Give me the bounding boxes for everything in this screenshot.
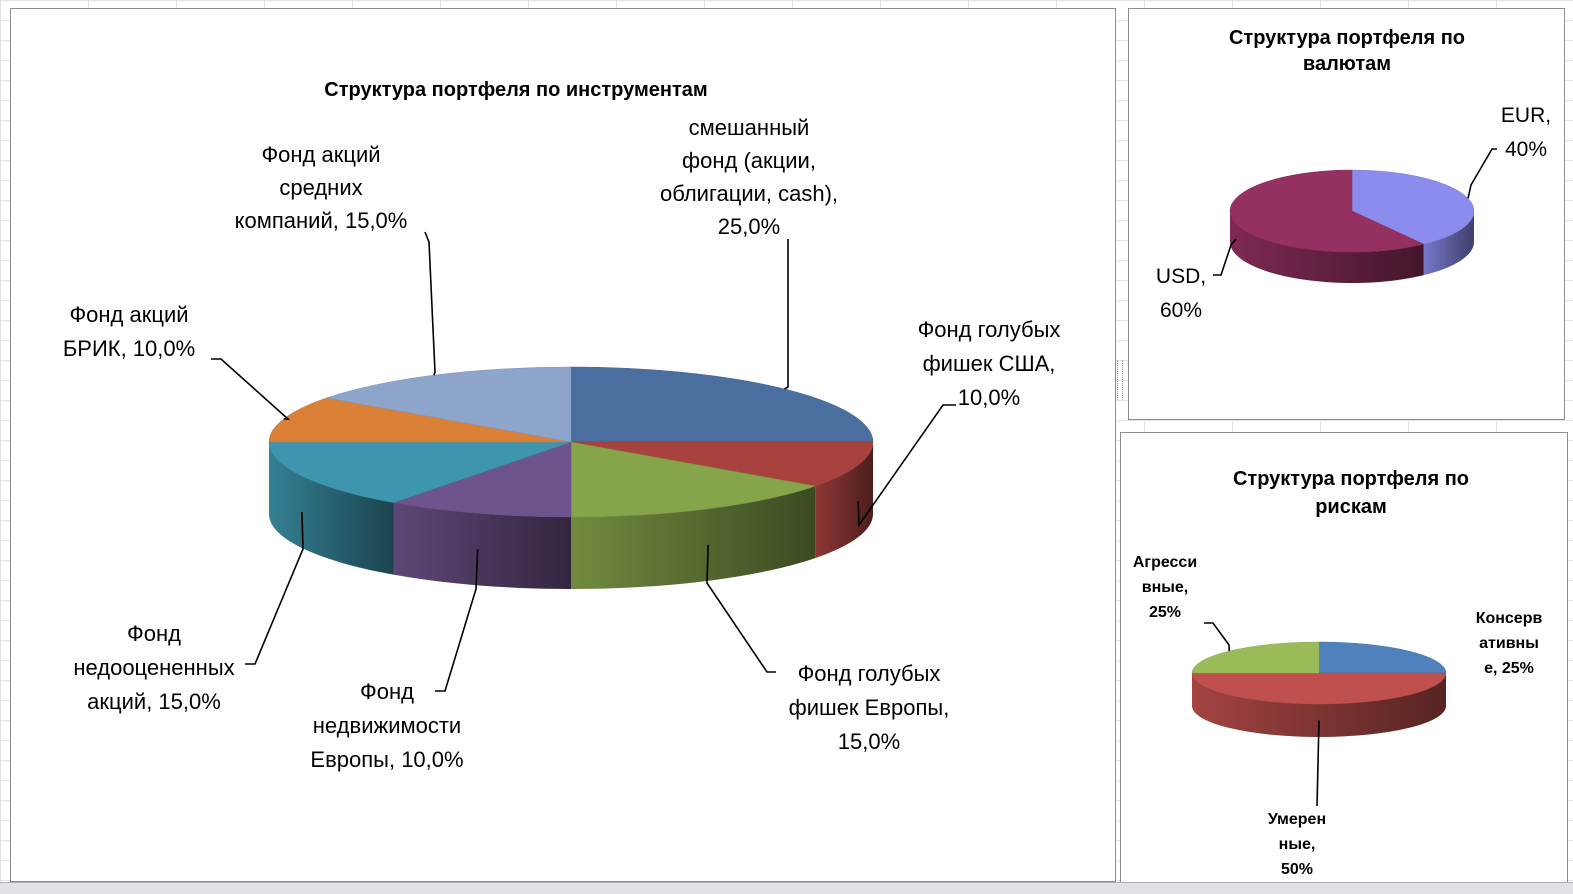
currency-leader-eur <box>1467 148 1497 199</box>
chart-risk[interactable]: Структура портфеля по рискам Консерв атив… <box>1120 432 1568 892</box>
currency-side-usd <box>1230 211 1424 283</box>
sheet-tabs-bar[interactable] <box>0 882 1573 894</box>
risk-label-агрессивные: Агресси вные, 25% <box>1133 554 1197 621</box>
instruments-leader-фонд-недооцененных-акций <box>245 512 304 665</box>
chart-currency[interactable]: Структура портфеля по валютам EUR, 40% USD… <box>1128 8 1565 420</box>
instruments-slice-фонд-недооцененных-акций[interactable] <box>268 441 572 503</box>
instruments-label-смешанный-фонд-акции: смешанный фонд (акции, облигации, cash), 25… <box>660 115 838 239</box>
risk-slice-консервативные[interactable] <box>1318 641 1447 674</box>
instruments-label-фонд-недооцененных-акций: Фонд недооцененных акций, 15,0% <box>73 621 234 714</box>
instruments-slice-фонд-голубых-фишек-европы[interactable] <box>570 441 817 518</box>
instruments-leader-смешанный-фонд-акции <box>784 239 789 390</box>
instruments-slice-смешанный-фонд-акции[interactable] <box>570 366 874 443</box>
instruments-label-фонд-акций-средних-компаний: Фонд акций средних компаний, 15,0% <box>235 142 408 233</box>
instruments-label-фонд-голубых-фишек-европы: Фонд голубых фишек Европы, 15,0% <box>789 661 950 754</box>
currency-slice-usd[interactable] <box>1229 169 1425 253</box>
risk-side-умеренные <box>1192 673 1446 737</box>
instruments-leader-фонд-недвижимости-европы <box>435 549 479 692</box>
instruments-leader-фонд-акций-брик <box>211 358 291 420</box>
instruments-leader-фонд-голубых-фишек-сша <box>857 404 956 528</box>
risk-leader-агрессивные <box>1204 622 1230 652</box>
chart-risk-title-line-2: рискам <box>1315 496 1387 518</box>
chart-currency-title-line-1: Структура портфеля по <box>1229 27 1465 49</box>
instruments-slice-фонд-акций-брик[interactable] <box>268 397 572 443</box>
chart-currency-svg: Структура портфеля по валютам EUR, 40% USD… <box>1156 27 1551 322</box>
chart-instruments-title: Структура портфеля по инструментам <box>324 79 707 101</box>
chart-instruments-svg: Структура портфеля по инструментам смеша… <box>63 79 1061 772</box>
currency-label-eur: EUR, 40% <box>1501 104 1551 161</box>
currency-leader-usd <box>1213 238 1237 276</box>
currency-label-usd: USD, 60% <box>1156 265 1206 322</box>
panel-splitter[interactable] <box>1117 360 1123 400</box>
instruments-leader-фонд-акций-средних-компаний <box>424 231 436 376</box>
instruments-label-фонд-недвижимости-европы: Фонд недвижимости Европы, 10,0% <box>310 679 463 772</box>
instruments-side-фонд-голубых-фишек-европы <box>571 486 816 589</box>
risk-slice-агрессивные[interactable] <box>1191 641 1320 674</box>
chart-risk-svg: Структура портфеля по рискам Консерв атив… <box>1133 468 1543 878</box>
instruments-label-фонд-акций-брик: Фонд акций БРИК, 10,0% <box>63 302 195 361</box>
risk-label-умеренные: Умерен ные, 50% <box>1268 811 1326 878</box>
currency-side-eur <box>1423 211 1474 276</box>
risk-leader-умеренные <box>1316 720 1320 807</box>
instruments-side-фонд-недвижимости-европы <box>393 502 571 589</box>
instruments-slice-фонд-голубых-фишек-сша[interactable] <box>570 441 874 487</box>
chart-risk-title-line-1: Структура портфеля по <box>1233 468 1469 490</box>
risk-label-консервативные: Консерв ативны е, 25% <box>1476 610 1543 677</box>
risk-slice-умеренные[interactable] <box>1191 672 1447 705</box>
instruments-leader-фонд-голубых-фишек-европы <box>706 544 776 673</box>
instruments-label-фонд-голубых-фишек-сша: Фонд голубых фишек США, 10,0% <box>918 317 1061 410</box>
instruments-slice-фонд-недвижимости-европы[interactable] <box>392 441 572 518</box>
chart-instruments[interactable]: Структура портфеля по инструментам смеша… <box>10 8 1116 882</box>
instruments-side-фонд-голубых-фишек-сша <box>815 442 873 559</box>
chart-currency-title-line-2: валютам <box>1303 53 1391 75</box>
